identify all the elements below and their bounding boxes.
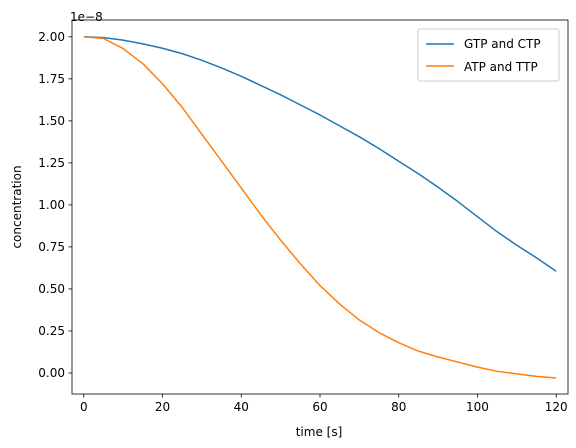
y-axis-ticks: 0.00 0.25 0.50 0.75 1.00 1.25 1.50 1.75 2.00 xyxy=(38,30,72,380)
x-tick-label: 20 xyxy=(155,400,170,414)
series-line-0 xyxy=(83,36,557,272)
plot-lines xyxy=(83,36,557,379)
legend-label-gtp-ctp: GTP and CTP xyxy=(464,37,541,51)
x-tick-label: 60 xyxy=(312,400,327,414)
x-tick-label: 40 xyxy=(234,400,249,414)
y-tick-label: 2.00 xyxy=(38,30,65,44)
legend-label-atp-ttp: ATP and TTP xyxy=(464,60,538,74)
series-line-1 xyxy=(83,36,557,379)
x-tick-label: 120 xyxy=(545,400,568,414)
x-axis-label: time [s] xyxy=(296,425,343,439)
x-axis-ticks: 0 20 40 60 80 100 120 xyxy=(80,394,568,414)
y-tick-label: 0.25 xyxy=(38,324,65,338)
y-axis-label: concentration xyxy=(10,165,24,248)
x-tick-label: 100 xyxy=(466,400,489,414)
y-tick-label: 1.75 xyxy=(38,72,65,86)
legend: GTP and CTP ATP and TTP xyxy=(417,28,560,82)
x-tick-label: 0 xyxy=(80,400,88,414)
y-tick-label: 0.00 xyxy=(38,366,65,380)
y-tick-label: 1.25 xyxy=(38,156,65,170)
y-tick-label: 1.50 xyxy=(38,114,65,128)
x-tick-label: 80 xyxy=(391,400,406,414)
y-tick-label: 0.75 xyxy=(38,240,65,254)
legend-box xyxy=(417,28,560,82)
y-offset-label: 1e−8 xyxy=(70,10,103,24)
y-tick-label: 0.50 xyxy=(38,282,65,296)
y-tick-label: 1.00 xyxy=(38,198,65,212)
